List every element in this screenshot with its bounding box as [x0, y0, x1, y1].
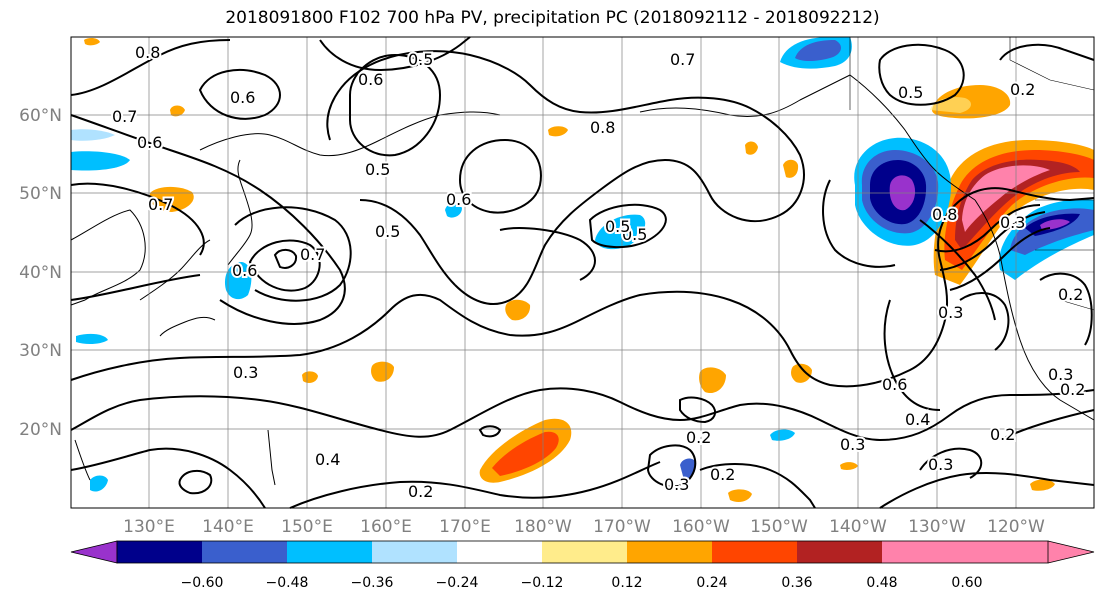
contour-label: 0.5: [365, 160, 390, 179]
longitude-labels: 130°E 140°E 150°E 160°E 170°E 180°W 170°…: [123, 517, 1045, 537]
lat-label: 40°N: [19, 263, 62, 283]
lat-label: 50°N: [19, 184, 62, 204]
contour-label: 0.5: [408, 50, 433, 69]
colorbar-swatch: [457, 541, 542, 563]
map-frame: [70, 36, 1095, 509]
colorbar-tick: −0.60: [181, 575, 224, 591]
contour-label: 0.2: [1010, 80, 1035, 99]
contour-label: 0.7: [300, 245, 325, 264]
colorbar-swatch: [542, 541, 627, 563]
contour-label: 0.3: [664, 475, 689, 494]
contour-label: 0.4: [315, 450, 340, 469]
contour-label: 0.8: [932, 205, 957, 224]
contour-label: 0.2: [990, 425, 1015, 444]
colorbar-tick: −0.48: [266, 575, 309, 591]
contour-label: 0.2: [408, 482, 433, 501]
contour-label: 0.6: [232, 261, 257, 280]
contour-label: 0.2: [686, 428, 711, 447]
coastlines: [70, 74, 1095, 486]
colorbar-tick: 0.60: [951, 575, 982, 591]
colorbar-tick: −0.12: [521, 575, 564, 591]
contour-label: 0.2: [1058, 285, 1083, 304]
borders: [849, 37, 1095, 311]
contour-label: 0.2: [710, 465, 735, 484]
lon-label: 140°W: [829, 517, 887, 537]
contour-label: 0.5: [622, 225, 647, 244]
contour-label: 0.3: [938, 303, 963, 322]
colorbar-tick: 0.24: [696, 575, 727, 591]
contour-label: 0.3: [1048, 365, 1073, 384]
lat-label: 60°N: [19, 106, 62, 126]
contour-label: 0.8: [135, 43, 160, 62]
colorbar-tick: 0.48: [866, 575, 897, 591]
contour-label: 0.4: [905, 410, 930, 429]
map-title: 2018091800 F102 700 hPa PV, precipitatio…: [225, 8, 880, 28]
colorbar: −0.60 −0.48 −0.36 −0.24 −0.12 0.12 0.24 …: [70, 540, 1095, 591]
contour-label: 0.5: [605, 217, 630, 236]
colorbar-swatch: [627, 541, 712, 563]
contour-label: 0.6: [882, 375, 907, 394]
pv-contours: [70, 36, 1095, 509]
colorbar-tick: −0.24: [436, 575, 479, 591]
contour-label: 0.5: [898, 83, 923, 102]
lat-label: 30°N: [19, 341, 62, 361]
lon-label: 140°E: [202, 517, 254, 537]
contour-label: 0.7: [112, 107, 137, 126]
contour-label: 0.3: [1000, 213, 1025, 232]
colorbar-tick: 0.36: [781, 575, 812, 591]
lon-label: 170°W: [593, 517, 651, 537]
lon-label: 130°W: [908, 517, 966, 537]
contour-label: 0.8: [590, 118, 615, 137]
colorbar-swatch: [372, 541, 457, 563]
lon-label: 120°W: [987, 517, 1045, 537]
colorbar-frame: [116, 540, 1049, 564]
colorbar-tick: 0.12: [611, 575, 642, 591]
lon-label: 180°W: [514, 517, 572, 537]
colorbar-swatch: [797, 541, 882, 563]
contour-label: 0.6: [137, 133, 162, 152]
contour-label: 0.6: [446, 190, 471, 209]
lon-label: 160°W: [672, 517, 730, 537]
colorbar-swatch: [202, 541, 287, 563]
map-panel: 0.8 0.7 0.6 0.6 0.7 0.6 0.5 0.7 0.5 0.7 …: [70, 36, 1095, 509]
colorbar-swatch: [712, 541, 797, 563]
contour-label: 0.3: [928, 455, 953, 474]
contour-label: 0.7: [148, 195, 173, 214]
contour-label: 0.2: [1060, 380, 1085, 399]
colorbar-swatch: [882, 541, 965, 563]
colorbar-extend-low: [70, 540, 118, 564]
contour-label: 0.3: [233, 363, 258, 382]
latitude-labels: 60°N 50°N 40°N 30°N 20°N: [19, 106, 62, 440]
contour-label: 0.7: [670, 50, 695, 69]
lon-label: 130°E: [123, 517, 175, 537]
lat-label: 20°N: [19, 420, 62, 440]
lon-label: 170°E: [439, 517, 491, 537]
contour-labels: 0.8 0.7 0.6 0.6 0.7 0.6 0.5 0.7 0.5 0.7 …: [110, 41, 1087, 503]
lon-label: 150°W: [750, 517, 808, 537]
colorbar-swatch: [117, 541, 202, 563]
contour-label: 0.3: [840, 435, 865, 454]
contour-label: 0.6: [230, 88, 255, 107]
colorbar-tick: −0.36: [351, 575, 394, 591]
contour-label: 0.6: [358, 70, 383, 89]
contour-label: 0.5: [375, 222, 400, 241]
colorbar-swatch: [287, 541, 372, 563]
lon-label: 150°E: [281, 517, 333, 537]
lon-label: 160°E: [360, 517, 412, 537]
